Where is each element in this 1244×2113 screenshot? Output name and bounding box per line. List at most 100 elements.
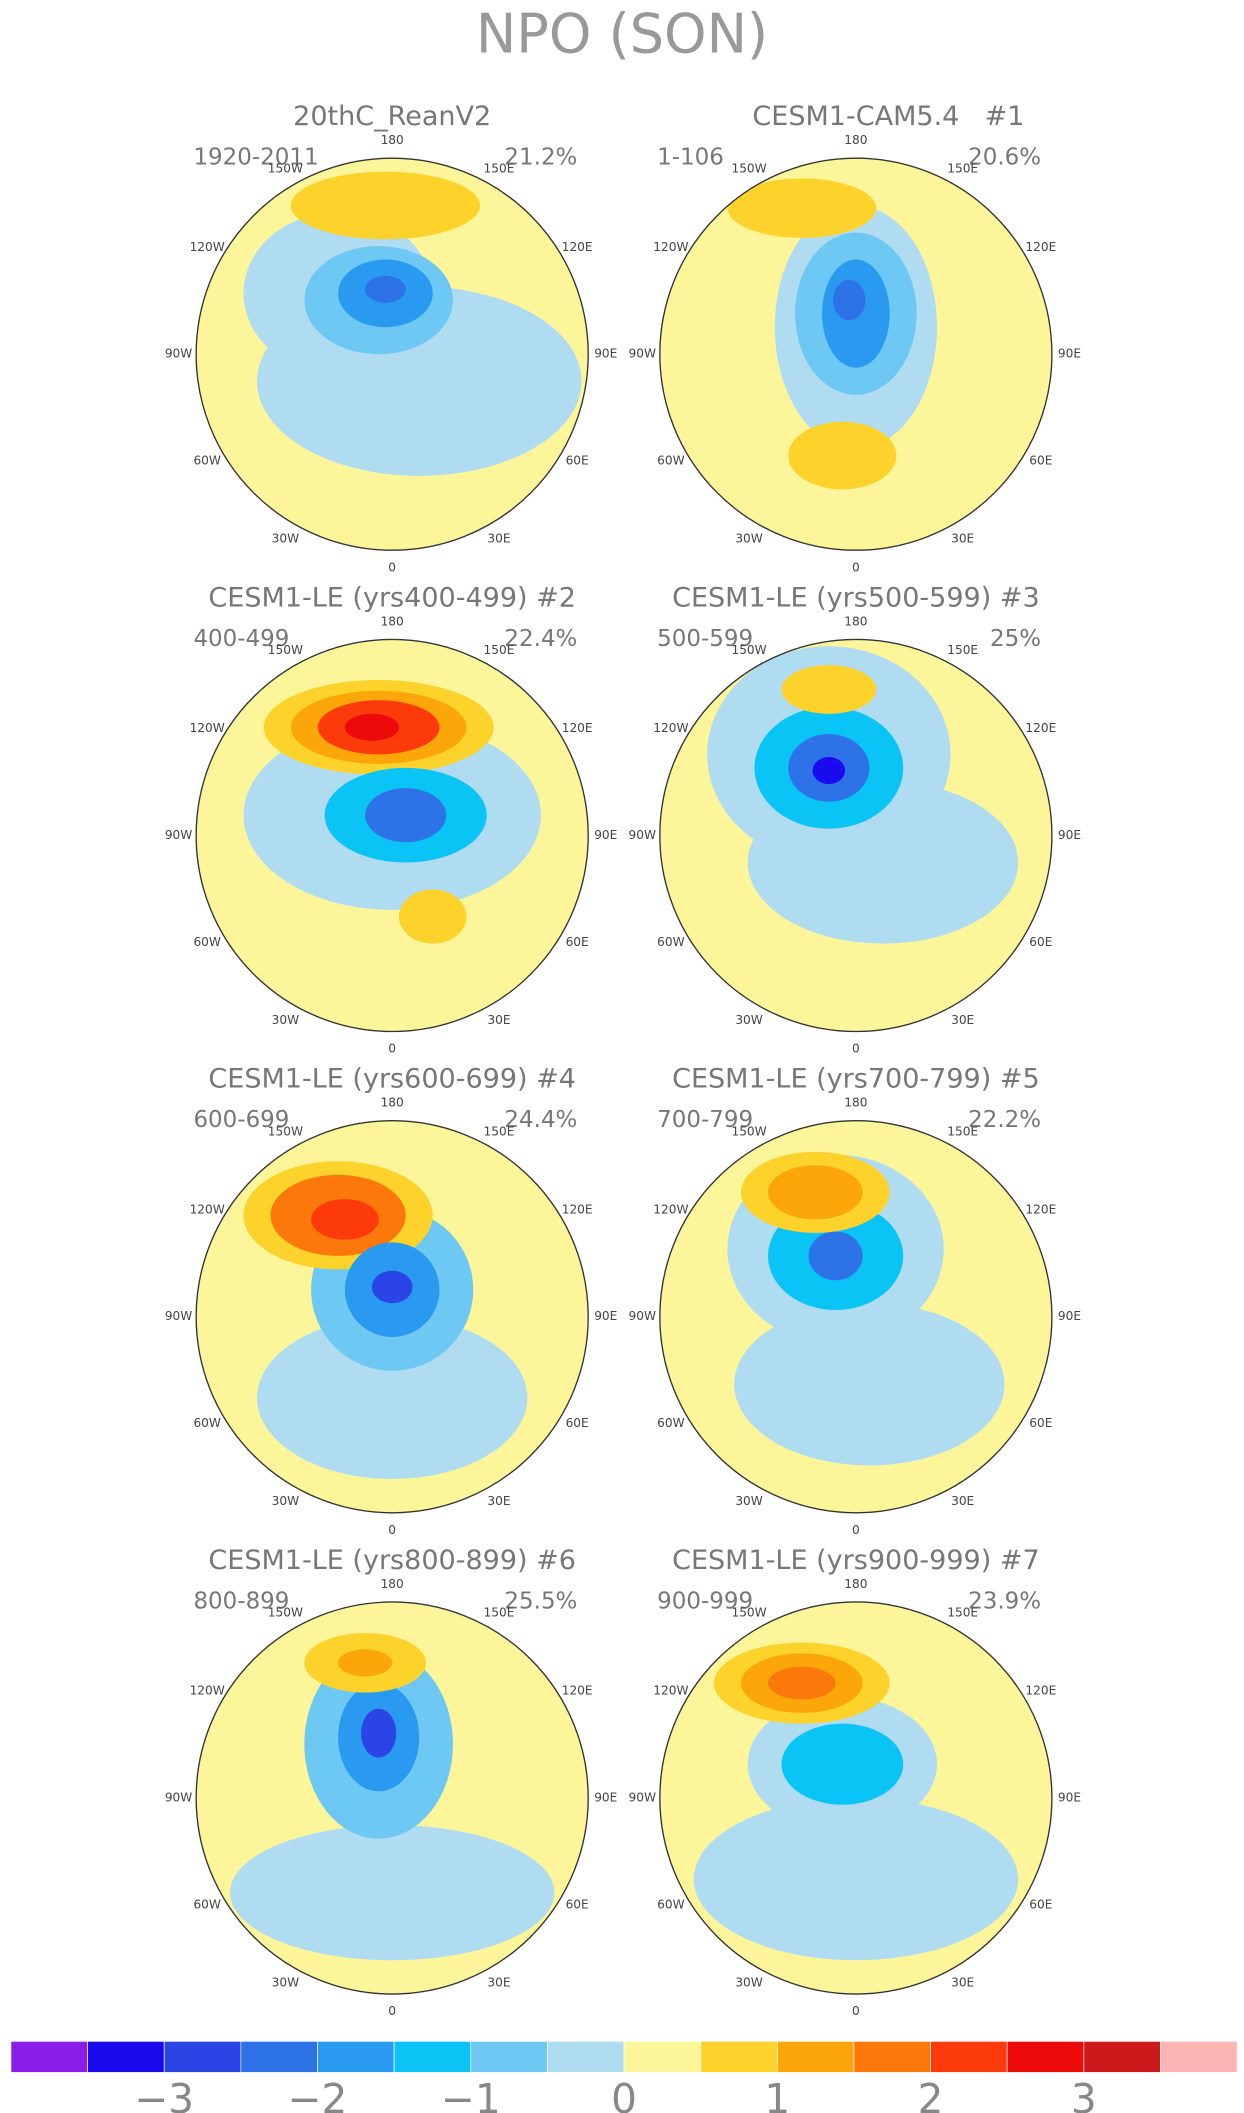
contour-region (812, 757, 846, 785)
figure-title: NPO (SON) (476, 2, 768, 65)
longitude-label: 30W (272, 1013, 300, 1027)
longitude-label: 0 (388, 1042, 396, 1056)
panel-title: CESM1-LE (yrs400-499) #2 (208, 582, 576, 613)
longitude-label: 0 (852, 560, 860, 574)
map-border (195, 638, 589, 1033)
colorbar-tick-label: −3 (134, 2075, 194, 2113)
panel-variance: 25% (990, 626, 1041, 652)
longitude-label: 30E (487, 1975, 510, 1989)
longitude-label: 120W (190, 240, 225, 254)
colorbar-box (623, 2041, 702, 2073)
colorbar-box (1006, 2041, 1085, 2073)
longitude-label: 60W (193, 453, 221, 467)
panel-period: 900-999 (657, 1588, 753, 1614)
map-border (659, 157, 1053, 551)
longitude-label: 30E (951, 532, 974, 546)
map (196, 1120, 589, 1513)
longitude-label: 90E (594, 828, 617, 842)
map-border (195, 1601, 589, 1995)
panel-label: #1 (985, 101, 1025, 132)
longitude-label: 30W (272, 1975, 300, 1989)
longitude-label: 150E (947, 1606, 978, 1620)
longitude-label: 90E (594, 347, 617, 361)
longitude-label: 60W (193, 935, 221, 949)
colorbar-box (163, 2041, 242, 2073)
longitude-label: 150W (268, 162, 303, 176)
contour-region (832, 279, 866, 321)
longitude-label: 0 (388, 2004, 396, 2018)
longitude-label: 120E (562, 721, 593, 735)
longitude-label: 150E (484, 1124, 515, 1138)
panel: CESM1-LE (yrs900-999) #7 900-999 23.9% 180 1… (629, 1545, 1082, 2018)
panel-variance: 22.2% (968, 1107, 1041, 1133)
longitude-label: 60W (193, 1416, 221, 1430)
longitude-label: 150W (731, 1124, 766, 1138)
panel: CESM1-LE (yrs500-599) #3 500-599 25% 180 150… (629, 582, 1082, 1055)
longitude-label: 90W (629, 828, 657, 842)
longitude-label: 60E (566, 1416, 589, 1430)
panel-title: CESM1-LE (yrs800-899) #6 (208, 1545, 576, 1576)
contour-region (788, 421, 897, 490)
panel: CESM1-LE (yrs400-499) #2 400-499 22.4% 180 1… (165, 582, 618, 1055)
longitude-label: 120E (562, 240, 593, 254)
longitude-label: 180 (381, 1096, 404, 1110)
panel-title: 20thC_ReanV2 (293, 101, 491, 132)
longitude-label: 90W (629, 1791, 657, 1805)
longitude-label: 150W (731, 162, 766, 176)
colorbar-tick-label: 2 (918, 2075, 944, 2113)
contour-region (256, 1316, 528, 1479)
contour-region (781, 1723, 904, 1805)
panel: CESM1-LE (yrs700-799) #5 700-799 22.2% 180 1… (629, 1064, 1082, 1537)
panel: 20thC_ReanV2 1920-2011 21.2% 180 150E 120E 90E… (165, 101, 618, 574)
longitude-label: 180 (844, 614, 867, 628)
contour-region (398, 889, 467, 944)
longitude-label: 30W (735, 532, 763, 546)
longitude-label: 150E (947, 1124, 978, 1138)
longitude-label: 150E (947, 162, 978, 176)
contour-region (361, 1708, 397, 1758)
longitude-label: 120W (653, 721, 688, 735)
contour-region (781, 665, 877, 714)
longitude-label: 30W (272, 1494, 300, 1508)
longitude-label: 30W (735, 1013, 763, 1027)
panel-title: CESM1-LE (yrs900-999) #7 (672, 1545, 1040, 1576)
contour-region (768, 1666, 836, 1700)
longitude-label: 120E (562, 1202, 593, 1216)
panel: CESM1-LE (yrs600-699) #4 600-699 24.4% 180 1… (165, 1064, 618, 1537)
longitude-label: 60W (193, 1897, 221, 1911)
longitude-label: 120E (1025, 1202, 1056, 1216)
panel-period: 1-106 (657, 145, 724, 171)
panel-variance: 22.4% (504, 626, 577, 652)
colorbar-tick-label: 0 (611, 2075, 637, 2113)
panel-variance: 25.5% (504, 1588, 577, 1614)
longitude-label: 60E (566, 935, 589, 949)
longitude-label: 60E (1029, 453, 1052, 467)
colorbar-tick-label: −1 (441, 2075, 501, 2113)
longitude-label: 120W (190, 1202, 225, 1216)
contour-region (808, 1231, 863, 1281)
longitude-label: 90W (629, 347, 657, 361)
colorbar-box (700, 2041, 778, 2073)
longitude-label: 60E (566, 1897, 589, 1911)
longitude-label: 150W (268, 1124, 303, 1138)
longitude-label: 120E (1025, 721, 1056, 735)
longitude-label: 150E (484, 162, 515, 176)
panel-title: CESM1-CAM5.4 (752, 101, 959, 132)
longitude-label: 30W (272, 532, 300, 546)
longitude-label: 60W (657, 1897, 684, 1911)
contour-region (365, 788, 447, 843)
longitude-label: 180 (381, 133, 404, 147)
longitude-label: 90W (165, 1791, 193, 1805)
longitude-label: 180 (844, 133, 867, 147)
longitude-label: 30E (951, 1494, 974, 1508)
longitude-label: 30W (735, 1494, 763, 1508)
map (659, 1120, 1052, 1513)
colorbar-box (776, 2041, 855, 2073)
panel-title: CESM1-LE (yrs600-699) #4 (208, 1064, 576, 1095)
colorbar-box (10, 2041, 88, 2073)
longitude-label: 150E (484, 1606, 515, 1620)
longitude-label: 180 (381, 614, 404, 628)
contour-region (365, 275, 406, 303)
longitude-label: 180 (381, 1577, 404, 1591)
